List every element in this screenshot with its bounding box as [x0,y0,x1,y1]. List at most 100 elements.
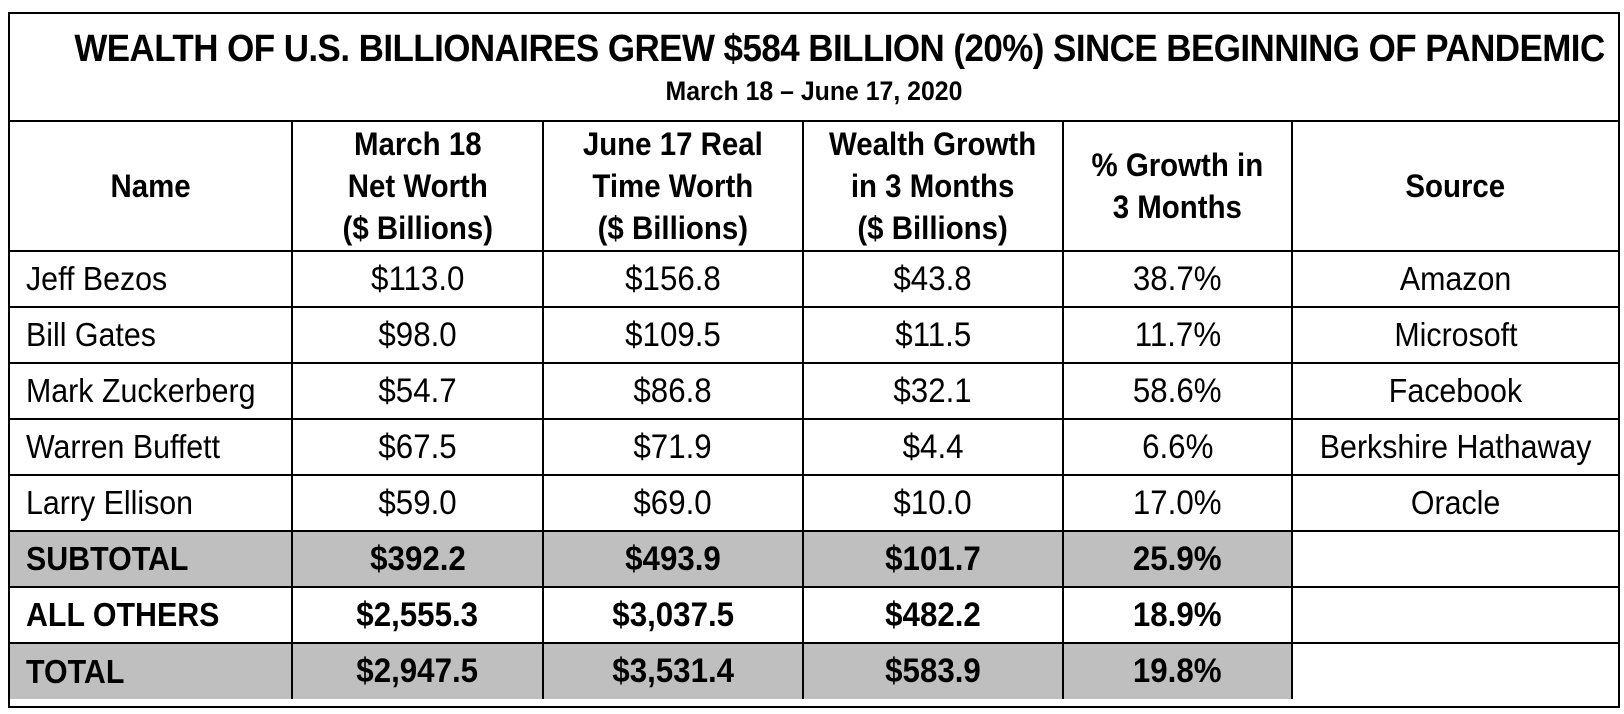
header-row: Name March 18 Net Worth ($ Billions) Jun… [10,120,1618,252]
march18-cell-value: $2,555.3 [356,595,479,634]
pct-growth-cell: 17.0% [1062,474,1293,532]
source-cell [1291,642,1618,699]
growth-cell: $583.9 [802,642,1064,699]
growth-cell-value: $11.5 [895,315,971,354]
name-cell-value: TOTAL [26,652,125,690]
column-header-name: Name [10,120,293,252]
june17-cell: $3,531.4 [542,642,804,699]
growth-cell-value: $43.8 [893,259,973,298]
june17-cell: $86.8 [542,362,804,420]
june17-cell-value: $156.8 [625,259,721,298]
march18-cell: $98.0 [291,306,544,364]
table-body: Jeff Bezos $113.0 $156.8 $43.8 38.7% Amazon Bi… [10,250,1618,699]
name-cell: Jeff Bezos [10,250,293,308]
column-header-march18: March 18 Net Worth ($ Billions) [291,120,544,252]
june17-cell-value: $71.9 [633,427,713,466]
june17-cell-value: $86.8 [633,371,713,410]
column-header-name-label: Name [110,168,191,204]
june17-cell-value: $493.9 [625,539,721,578]
growth-cell: $43.8 [802,250,1064,308]
growth-cell-value: $32.1 [893,371,973,410]
pct-growth-cell-value: 38.7% [1133,259,1222,298]
march18-cell: $2,947.5 [291,642,544,699]
name-cell: Warren Buffett [10,418,293,476]
column-header-growth-label: Wealth Growth in 3 Months ($ Billions) [829,126,1037,246]
march18-cell: $59.0 [291,474,544,532]
march18-cell-value: $59.0 [378,483,457,522]
name-cell-value: Warren Buffett [26,428,221,465]
pct-growth-cell-value: 11.7% [1134,315,1221,354]
name-cell: TOTAL [10,642,293,699]
name-cell-value: SUBTOTAL [26,540,189,577]
name-cell-value: ALL OTHERS [26,596,220,633]
table-title: WEALTH OF U.S. BILLIONAIRES GREW $584 BI… [74,28,1605,70]
source-cell [1291,530,1618,588]
march18-cell-value: $98.0 [378,315,457,354]
june17-cell: $493.9 [542,530,804,588]
table-subtitle: March 18 – June 17, 2020 [665,76,963,106]
column-header-source: Source [1291,120,1618,252]
march18-cell: $392.2 [291,530,544,588]
table-frame: WEALTH OF U.S. BILLIONAIRES GREW $584 BI… [8,12,1620,708]
pct-growth-cell-value: 58.6% [1133,371,1222,410]
table-row: Jeff Bezos $113.0 $156.8 $43.8 38.7% Amazon [10,250,1618,308]
name-cell: ALL OTHERS [10,586,293,644]
pct-growth-cell-value: 19.8% [1133,652,1222,690]
june17-cell-value: $109.5 [625,315,721,354]
title-block: WEALTH OF U.S. BILLIONAIRES GREW $584 BI… [10,14,1618,122]
name-cell-value: Mark Zuckerberg [26,372,256,409]
june17-cell: $69.0 [542,474,804,532]
summary-row: TOTAL $2,947.5 $3,531.4 $583.9 19.8% [10,642,1618,699]
source-cell-value: Oracle [1410,484,1501,521]
march18-cell: $2,555.3 [291,586,544,644]
growth-cell: $32.1 [802,362,1064,420]
march18-cell-value: $54.7 [378,371,457,410]
growth-cell: $482.2 [802,586,1064,644]
source-cell: Microsoft [1291,306,1618,364]
source-cell: Amazon [1291,250,1618,308]
column-header-june17: June 17 Real Time Worth ($ Billions) [542,120,804,252]
summary-row: ALL OTHERS $2,555.3 $3,037.5 $482.2 18.9% [10,586,1618,644]
column-header-source-label: Source [1405,168,1506,204]
column-header-pct-growth: % Growth in 3 Months [1062,120,1293,252]
table-row: Bill Gates $98.0 $109.5 $11.5 11.7% Microsoft [10,306,1618,364]
pct-growth-cell: 38.7% [1062,250,1293,308]
march18-cell: $54.7 [291,362,544,420]
table-row: Warren Buffett $67.5 $71.9 $4.4 6.6% Berkshir… [10,418,1618,476]
march18-cell: $113.0 [291,250,544,308]
growth-cell-value: $482.2 [885,595,981,634]
march18-cell: $67.5 [291,418,544,476]
june17-cell: $156.8 [542,250,804,308]
pct-growth-cell: 58.6% [1062,362,1293,420]
growth-cell: $4.4 [802,418,1064,476]
column-header-june17-label: June 17 Real Time Worth ($ Billions) [582,126,764,246]
growth-cell: $10.0 [802,474,1064,532]
column-header-growth: Wealth Growth in 3 Months ($ Billions) [802,120,1064,252]
march18-cell-value: $2,947.5 [356,652,479,690]
pct-growth-cell: 6.6% [1062,418,1293,476]
source-cell-value: Amazon [1399,260,1512,297]
pct-growth-cell-value: 25.9% [1133,539,1222,578]
june17-cell: $3,037.5 [542,586,804,644]
june17-cell-value: $69.0 [633,483,713,522]
name-cell: Bill Gates [10,306,293,364]
pct-growth-cell-value: 6.6% [1141,427,1214,466]
pct-growth-cell-value: 18.9% [1133,595,1222,634]
growth-cell: $11.5 [802,306,1064,364]
march18-cell-value: $113.0 [370,259,465,298]
growth-cell-value: $10.0 [893,483,973,522]
pct-growth-cell: 11.7% [1062,306,1293,364]
table-row: Mark Zuckerberg $54.7 $86.8 $32.1 58.6% Faceb… [10,362,1618,420]
june17-cell-value: $3,531.4 [612,652,734,690]
name-cell: Mark Zuckerberg [10,362,293,420]
pct-growth-cell: 25.9% [1062,530,1293,588]
pct-growth-cell-value: 17.0% [1133,483,1222,522]
name-cell: Larry Ellison [10,474,293,532]
source-cell-value: Berkshire Hathaway [1319,428,1592,465]
source-cell-value: Facebook [1388,372,1523,409]
source-cell: Oracle [1291,474,1618,532]
growth-cell-value: $4.4 [902,427,964,466]
growth-cell-value: $583.9 [885,652,981,690]
column-header-pct-growth-label: % Growth in 3 Months [1091,147,1264,225]
source-cell: Berkshire Hathaway [1291,418,1618,476]
